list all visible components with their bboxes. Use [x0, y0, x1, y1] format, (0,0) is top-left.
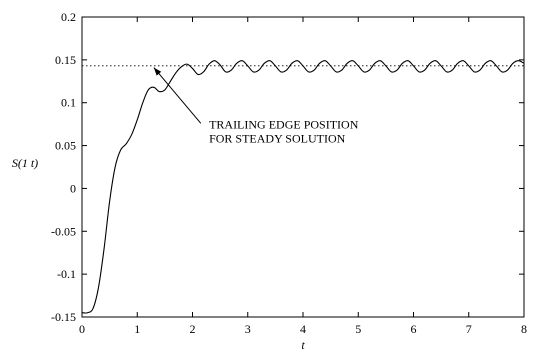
annotation-text: TRAILING EDGE POSITION — [209, 117, 359, 131]
x-tick-label: 2 — [190, 322, 196, 336]
y-axis-label: S(1 t) — [12, 156, 38, 170]
x-tick-label: 7 — [466, 322, 472, 336]
x-tick-label: 8 — [521, 322, 527, 336]
ticks — [81, 16, 525, 318]
y-tick-label: -0.05 — [51, 224, 76, 238]
tick-labels: 0 1 2 3 4 5 6 7 8 -0.15 -0.1 -0.05 0 0.05 0.1 0.15 0.2 — [51, 10, 527, 336]
x-tick-label: 6 — [411, 322, 417, 336]
annotation-arrow-line — [153, 67, 202, 124]
y-tick-label: 0.05 — [55, 139, 76, 153]
x-tick-label: 3 — [245, 322, 251, 336]
series-layer — [81, 60, 525, 314]
y-tick-label: -0.15 — [51, 310, 76, 324]
plot-frame — [81, 16, 525, 318]
y-tick-label: 0.15 — [55, 53, 76, 67]
x-tick-label: 5 — [355, 322, 361, 336]
y-tick-label: 0.1 — [61, 96, 76, 110]
annotation-text: FOR STEADY SOLUTION — [209, 131, 346, 145]
y-tick-label: 0 — [70, 181, 76, 195]
y-tick-label: 0.2 — [61, 10, 76, 24]
y-tick-label: -0.1 — [57, 267, 76, 281]
x-tick-label: 4 — [300, 322, 306, 336]
x-axis-label: t — [301, 338, 305, 352]
x-tick-label: 0 — [79, 322, 85, 336]
x-tick-label: 1 — [134, 322, 140, 336]
annotation-arrow-head — [153, 67, 162, 76]
series-line — [81, 60, 525, 314]
